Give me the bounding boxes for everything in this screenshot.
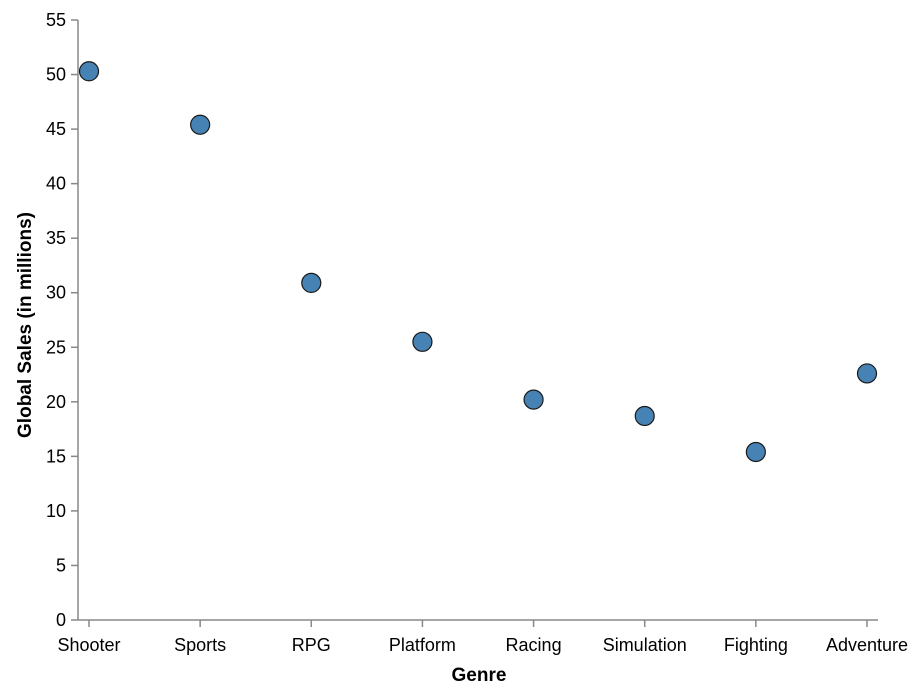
x-tick-label: Racing bbox=[506, 635, 562, 655]
y-tick-label: 25 bbox=[46, 337, 66, 357]
x-tick-label: Platform bbox=[389, 635, 456, 655]
x-tick-label: Sports bbox=[174, 635, 226, 655]
x-tick-label: RPG bbox=[292, 635, 331, 655]
x-axis: Shooter Sports RPG Platform Racing Simulation… bbox=[57, 619, 908, 655]
y-tick-label: 40 bbox=[46, 174, 66, 194]
y-tick-label: 45 bbox=[46, 119, 66, 139]
y-tick-label: 10 bbox=[46, 501, 66, 521]
data-point bbox=[190, 114, 211, 135]
x-tick-label: Shooter bbox=[57, 635, 120, 655]
x-tick-label: Adventure bbox=[826, 635, 908, 655]
data-point bbox=[634, 405, 655, 427]
data-point bbox=[412, 331, 433, 352]
y-tick-label: 20 bbox=[46, 392, 66, 412]
y-tick-label: 30 bbox=[46, 283, 66, 303]
y-tick-label: 55 bbox=[46, 10, 66, 30]
x-tick-label: Fighting bbox=[724, 635, 788, 655]
y-tick-label: 15 bbox=[46, 446, 66, 466]
data-point bbox=[78, 61, 100, 82]
data-point bbox=[301, 272, 322, 294]
y-tick-label: 35 bbox=[46, 228, 66, 248]
data-point bbox=[523, 389, 544, 410]
y-axis: 0 5 10 15 20 25 30 35 40 45 50 55 bbox=[46, 10, 79, 630]
y-tick-label: 5 bbox=[56, 555, 66, 575]
y-axis-title: Global Sales (in millions) bbox=[15, 212, 36, 438]
data-point bbox=[856, 363, 878, 384]
y-tick-label: 0 bbox=[56, 610, 66, 630]
y-tick-label: 50 bbox=[46, 65, 66, 85]
x-tick-label: Simulation bbox=[603, 635, 687, 655]
x-axis-title: Genre bbox=[452, 665, 507, 686]
data-point bbox=[745, 441, 766, 463]
data-points bbox=[78, 61, 878, 463]
